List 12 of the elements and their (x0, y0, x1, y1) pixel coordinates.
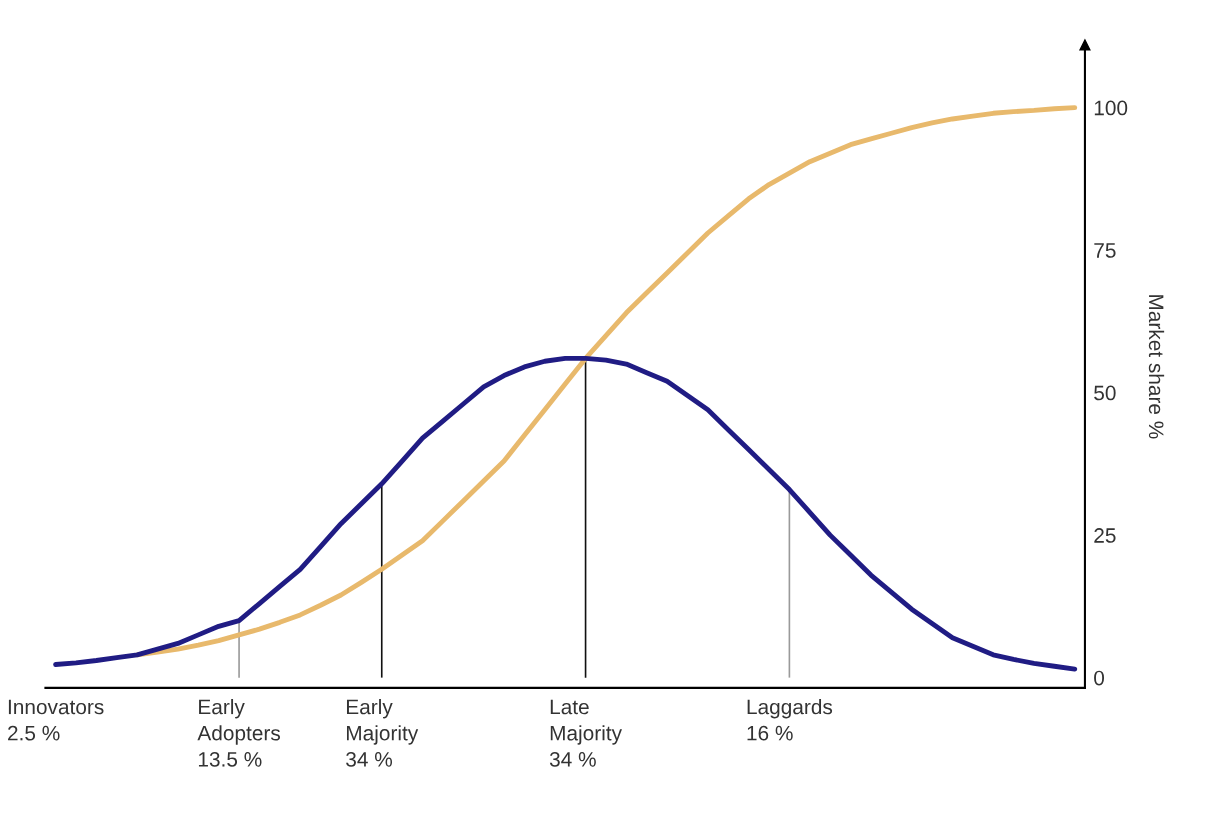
line-series (53, 355, 1078, 672)
y-tick-label: 25 (1094, 528, 1116, 543)
x-tick-label: Laggards 16 % (747, 699, 833, 741)
y-tick-label: 75 (1094, 243, 1116, 258)
x-tick-label: Early Majority 34 % (346, 699, 419, 767)
y-tick-label: 0 (1094, 670, 1105, 686)
x-tick-label: Late Majority 34 % (549, 699, 622, 767)
x-tick-label: Innovators 2.5 % (8, 699, 104, 741)
y-tick-label: 50 (1094, 385, 1116, 401)
x-tick-label: Early Adopters 13.5 % (197, 699, 281, 767)
y-tick-label: 100 (1094, 100, 1128, 116)
y-axis-title: Market share % (1148, 295, 1165, 439)
